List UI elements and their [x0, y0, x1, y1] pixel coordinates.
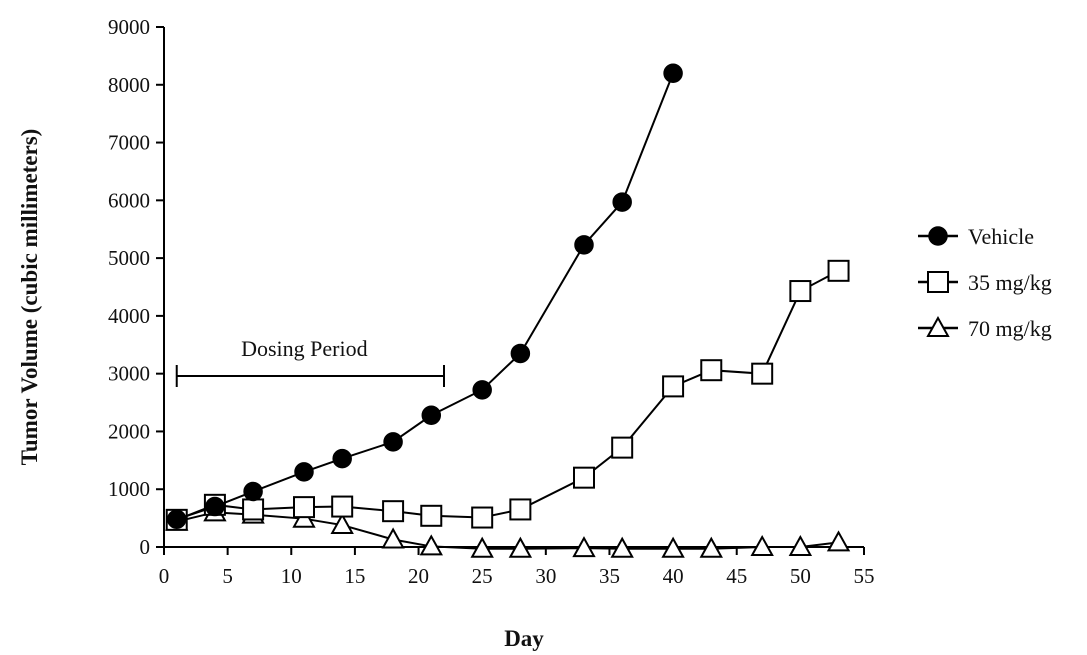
- x-tick-label: 50: [790, 564, 811, 588]
- data-point-35-mg-kg: [573, 466, 595, 489]
- legend-item-70-mg-kg: 70 mg/kg: [918, 315, 1052, 341]
- data-point-35-mg-kg: [331, 495, 354, 518]
- legend-label-70-mg-kg: 70 mg/kg: [968, 316, 1052, 341]
- data-point-vehicle: [166, 509, 187, 530]
- data-point-35-mg-kg: [611, 436, 634, 459]
- x-tick-label: 25: [472, 564, 493, 588]
- legend-item-35-mg-kg: 35 mg/kg: [918, 270, 1052, 295]
- legend-marker-35-mg-kg: [927, 271, 949, 293]
- x-tick-label: 30: [535, 564, 556, 588]
- y-tick-label: 4000: [108, 304, 150, 328]
- x-axis-title: Day: [504, 626, 544, 651]
- y-tick-label: 0: [140, 535, 151, 559]
- data-point-70-mg-kg: [470, 536, 494, 558]
- x-tick-label: 40: [663, 564, 684, 588]
- data-point-35-mg-kg: [242, 498, 265, 521]
- data-point-70-mg-kg: [419, 534, 443, 556]
- series-70-mg-kg: [165, 500, 851, 558]
- data-point-vehicle: [663, 63, 683, 83]
- legend-label-vehicle: Vehicle: [968, 224, 1034, 249]
- data-point-35-mg-kg: [827, 259, 850, 282]
- data-point-35-mg-kg: [382, 500, 405, 523]
- y-tick-label: 1000: [108, 477, 150, 501]
- series-35-mg-kg: [165, 259, 850, 531]
- data-point-vehicle: [383, 432, 403, 452]
- data-point-vehicle: [332, 448, 352, 469]
- x-tick-label: 55: [854, 564, 875, 588]
- data-point-70-mg-kg: [826, 530, 851, 552]
- legend-marker-vehicle: [928, 226, 948, 246]
- legend-label-35-mg-kg: 35 mg/kg: [968, 270, 1052, 295]
- data-point-35-mg-kg: [700, 359, 723, 382]
- data-point-70-mg-kg: [661, 536, 685, 558]
- y-tick-label: 9000: [108, 15, 150, 39]
- data-point-70-mg-kg: [788, 534, 813, 556]
- data-point-35-mg-kg: [662, 375, 685, 398]
- data-point-70-mg-kg: [610, 536, 634, 558]
- data-point-35-mg-kg: [471, 506, 494, 529]
- dosing-period-annotation: Dosing Period: [175, 336, 445, 387]
- data-point-vehicle: [205, 496, 225, 517]
- data-point-70-mg-kg: [330, 512, 354, 535]
- x-tick-label: 45: [726, 564, 747, 588]
- data-point-35-mg-kg: [420, 504, 443, 527]
- data-point-vehicle: [421, 405, 442, 426]
- data-point-70-mg-kg: [572, 536, 596, 558]
- data-point-35-mg-kg: [751, 362, 774, 385]
- legend: Vehicle 35 mg/kg 70 mg/kg: [918, 224, 1052, 341]
- data-point-35-mg-kg: [509, 498, 532, 521]
- y-tick-label: 7000: [108, 131, 150, 155]
- y-tick-label: 8000: [108, 73, 150, 97]
- dosing-period-label: Dosing Period: [241, 336, 368, 361]
- legend-marker-70-mg-kg: [926, 315, 950, 337]
- axes: 0 5 10 15 20 25 30 35 40 45 50 55 0 1000 2000 3000 4000 5…: [108, 15, 875, 588]
- series-line-vehicle: [176, 72, 675, 521]
- y-tick-label: 6000: [108, 188, 150, 212]
- series-line-35-mg-kg: [176, 269, 840, 521]
- data-point-70-mg-kg: [750, 534, 774, 556]
- data-point-70-mg-kg: [699, 536, 723, 558]
- data-point-vehicle: [510, 343, 531, 364]
- legend-item-vehicle: Vehicle: [918, 224, 1034, 249]
- data-point-35-mg-kg: [293, 496, 315, 519]
- data-point-vehicle: [472, 380, 492, 400]
- series-layer: [165, 63, 851, 558]
- y-tick-label: 5000: [108, 246, 150, 270]
- series-line-70-mg-kg: [176, 511, 839, 550]
- data-point-70-mg-kg: [381, 527, 405, 549]
- data-point-70-mg-kg: [508, 536, 533, 558]
- data-point-vehicle: [612, 192, 632, 212]
- x-tick-label: 5: [222, 564, 233, 588]
- x-tick-label: 0: [159, 564, 170, 588]
- data-point-vehicle: [574, 235, 594, 255]
- x-tick-label: 35: [599, 564, 620, 588]
- y-tick-label: 2000: [108, 419, 150, 443]
- data-point-35-mg-kg: [789, 280, 812, 303]
- data-point-vehicle: [294, 462, 314, 482]
- data-point-vehicle: [243, 481, 263, 502]
- x-tick-label: 15: [344, 564, 365, 588]
- y-axis-title: Tumor Volume (cubic millimeters): [17, 129, 42, 466]
- x-tick-label: 10: [281, 564, 302, 588]
- series-vehicle: [166, 63, 683, 530]
- x-tick-label: 20: [408, 564, 429, 588]
- y-tick-label: 3000: [108, 362, 150, 386]
